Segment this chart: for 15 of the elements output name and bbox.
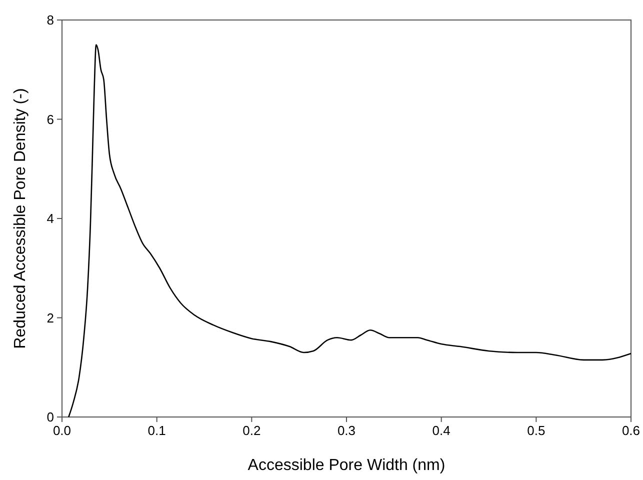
x-tick-label: 0.4 — [432, 423, 450, 438]
x-axis-title: Accessible Pore Width (nm) — [248, 457, 446, 474]
x-tick-label: 0.2 — [242, 423, 261, 438]
y-axis-title: Reduced Accessible Pore Density (-) — [12, 88, 29, 349]
y-tick-label: 0 — [46, 410, 54, 425]
x-tick-label: 0.1 — [148, 423, 166, 438]
line-series — [68, 44, 632, 418]
y-tick-label: 8 — [46, 12, 54, 28]
y-tick-label: 6 — [46, 112, 54, 127]
x-tick-label: 0.5 — [527, 423, 546, 438]
x-tick-label: 0.0 — [52, 423, 72, 438]
y-tick-label: 2 — [46, 310, 54, 326]
y-tick-label: 4 — [46, 211, 54, 226]
x-tick-label: 0.3 — [337, 423, 356, 438]
x-tick-label: 0.6 — [622, 423, 640, 438]
